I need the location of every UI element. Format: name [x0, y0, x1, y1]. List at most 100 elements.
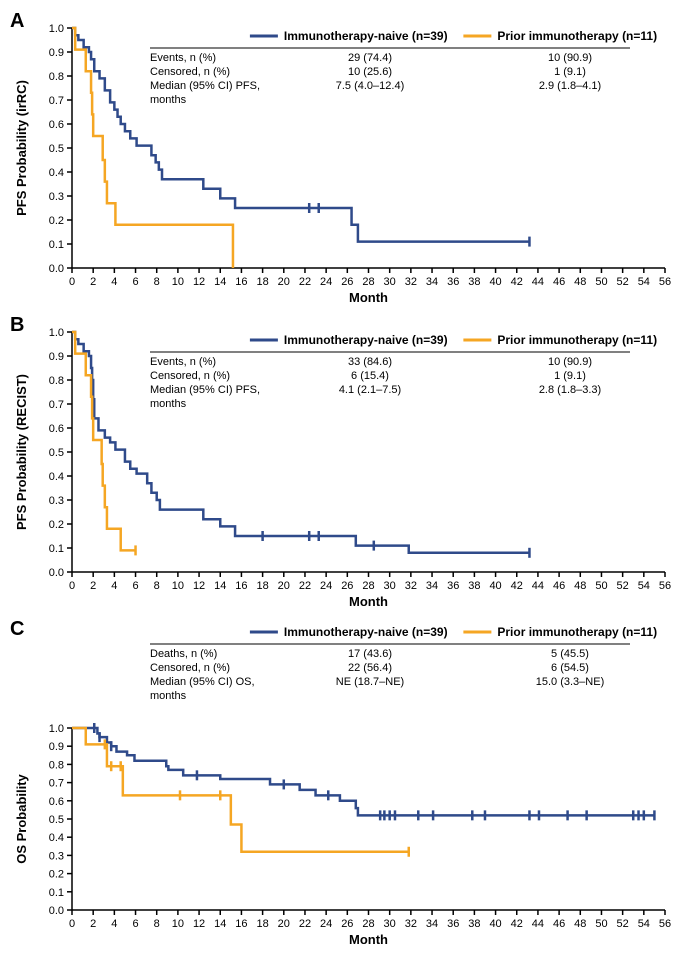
x-tick-label: 36 [447, 580, 459, 592]
table-row-label: Censored, n (%) [150, 66, 230, 78]
table-row-label: Censored, n (%) [150, 662, 230, 674]
x-tick-label: 4 [111, 580, 117, 592]
x-tick-label: 30 [384, 276, 396, 288]
km-curve-prior [72, 728, 409, 852]
table-row-label: Median (95% CI) PFS, [150, 384, 260, 396]
y-tick-label: 0.7 [49, 778, 64, 790]
table-value-prior: 1 (9.1) [554, 66, 586, 78]
x-tick-label: 30 [384, 918, 396, 930]
x-axis-label: Month [349, 932, 388, 947]
km-curve-prior [72, 332, 136, 550]
x-tick-label: 18 [256, 918, 268, 930]
x-tick-label: 10 [172, 580, 184, 592]
x-tick-label: 48 [574, 276, 586, 288]
x-tick-label: 42 [511, 580, 523, 592]
y-tick-label: 0.7 [49, 95, 64, 107]
x-tick-label: 4 [111, 276, 117, 288]
x-tick-label: 8 [154, 918, 160, 930]
x-tick-label: 38 [468, 580, 480, 592]
y-tick-label: 0.3 [49, 495, 64, 507]
x-tick-label: 54 [638, 918, 650, 930]
y-tick-label: 0.9 [49, 47, 64, 59]
y-tick-label: 0.1 [49, 239, 64, 251]
x-tick-label: 52 [617, 276, 629, 288]
x-tick-label: 2 [90, 580, 96, 592]
x-tick-label: 14 [214, 276, 226, 288]
table-value-naive: 33 (84.6) [348, 356, 392, 368]
x-tick-label: 28 [362, 276, 374, 288]
km-curve-naive [72, 332, 529, 553]
table-value-naive: 4.1 (2.1–7.5) [339, 384, 401, 396]
km-plot-a: 0.00.10.20.30.40.50.60.70.80.91.00246810… [10, 10, 675, 306]
table-row-label: months [150, 398, 187, 410]
x-tick-label: 36 [447, 276, 459, 288]
x-tick-label: 6 [132, 580, 138, 592]
x-tick-label: 32 [405, 276, 417, 288]
x-tick-label: 18 [256, 276, 268, 288]
table-row-label: Censored, n (%) [150, 370, 230, 382]
y-tick-label: 0.9 [49, 741, 64, 753]
x-tick-label: 12 [193, 276, 205, 288]
y-tick-label: 0.8 [49, 375, 64, 387]
y-tick-label: 0.2 [49, 215, 64, 227]
x-tick-label: 38 [468, 276, 480, 288]
km-curve-naive [72, 728, 654, 815]
x-tick-label: 46 [553, 918, 565, 930]
x-tick-label: 14 [214, 918, 226, 930]
x-tick-label: 12 [193, 580, 205, 592]
table-value-prior: 15.0 (3.3–NE) [536, 676, 604, 688]
x-tick-label: 36 [447, 918, 459, 930]
table-row-label: Events, n (%) [150, 52, 216, 64]
x-tick-label: 54 [638, 580, 650, 592]
table-row-label: Median (95% CI) OS, [150, 676, 255, 688]
x-tick-label: 42 [511, 276, 523, 288]
x-tick-label: 6 [132, 918, 138, 930]
y-tick-label: 0.9 [49, 351, 64, 363]
km-plot-c: 0.00.10.20.30.40.50.60.70.80.91.00246810… [10, 618, 675, 948]
x-tick-label: 8 [154, 276, 160, 288]
legend-label-naive: Immunotherapy-naive (n=39) [284, 29, 448, 43]
y-tick-label: 0.8 [49, 71, 64, 83]
y-axis-label: PFS Probability (RECIST) [14, 374, 29, 530]
x-tick-label: 28 [362, 580, 374, 592]
y-tick-label: 1.0 [49, 327, 64, 339]
panel-b-label: B [10, 314, 24, 337]
table-value-prior: 5 (45.5) [551, 648, 589, 660]
y-axis-label: OS Probability [14, 773, 29, 863]
x-tick-label: 26 [341, 580, 353, 592]
x-tick-label: 10 [172, 918, 184, 930]
x-tick-label: 6 [132, 276, 138, 288]
x-tick-label: 22 [299, 276, 311, 288]
x-tick-label: 20 [278, 580, 290, 592]
y-tick-label: 0.6 [49, 796, 64, 808]
y-tick-label: 0.3 [49, 850, 64, 862]
legend-label-prior: Prior immunotherapy (n=11) [497, 625, 657, 639]
x-tick-label: 20 [278, 276, 290, 288]
table-row-label: months [150, 94, 187, 106]
table-value-naive: 29 (74.4) [348, 52, 392, 64]
x-axis-label: Month [349, 290, 388, 305]
x-tick-label: 4 [111, 918, 117, 930]
x-tick-label: 44 [532, 276, 544, 288]
x-tick-label: 2 [90, 276, 96, 288]
x-tick-label: 0 [69, 276, 75, 288]
x-tick-label: 34 [426, 918, 438, 930]
x-axis-label: Month [349, 594, 388, 609]
x-tick-label: 48 [574, 918, 586, 930]
x-tick-label: 32 [405, 918, 417, 930]
x-tick-label: 52 [617, 580, 629, 592]
y-tick-label: 0.2 [49, 869, 64, 881]
table-value-naive: 7.5 (4.0–12.4) [336, 80, 405, 92]
legend-label-naive: Immunotherapy-naive (n=39) [284, 625, 448, 639]
panel-c-label: C [10, 618, 24, 641]
x-tick-label: 20 [278, 918, 290, 930]
x-tick-label: 30 [384, 580, 396, 592]
x-tick-label: 18 [256, 580, 268, 592]
x-tick-label: 46 [553, 276, 565, 288]
x-tick-label: 54 [638, 276, 650, 288]
x-tick-label: 56 [659, 580, 671, 592]
x-tick-label: 48 [574, 580, 586, 592]
x-tick-label: 8 [154, 580, 160, 592]
table-value-naive: 6 (15.4) [351, 370, 389, 382]
table-row-label: Deaths, n (%) [150, 648, 217, 660]
